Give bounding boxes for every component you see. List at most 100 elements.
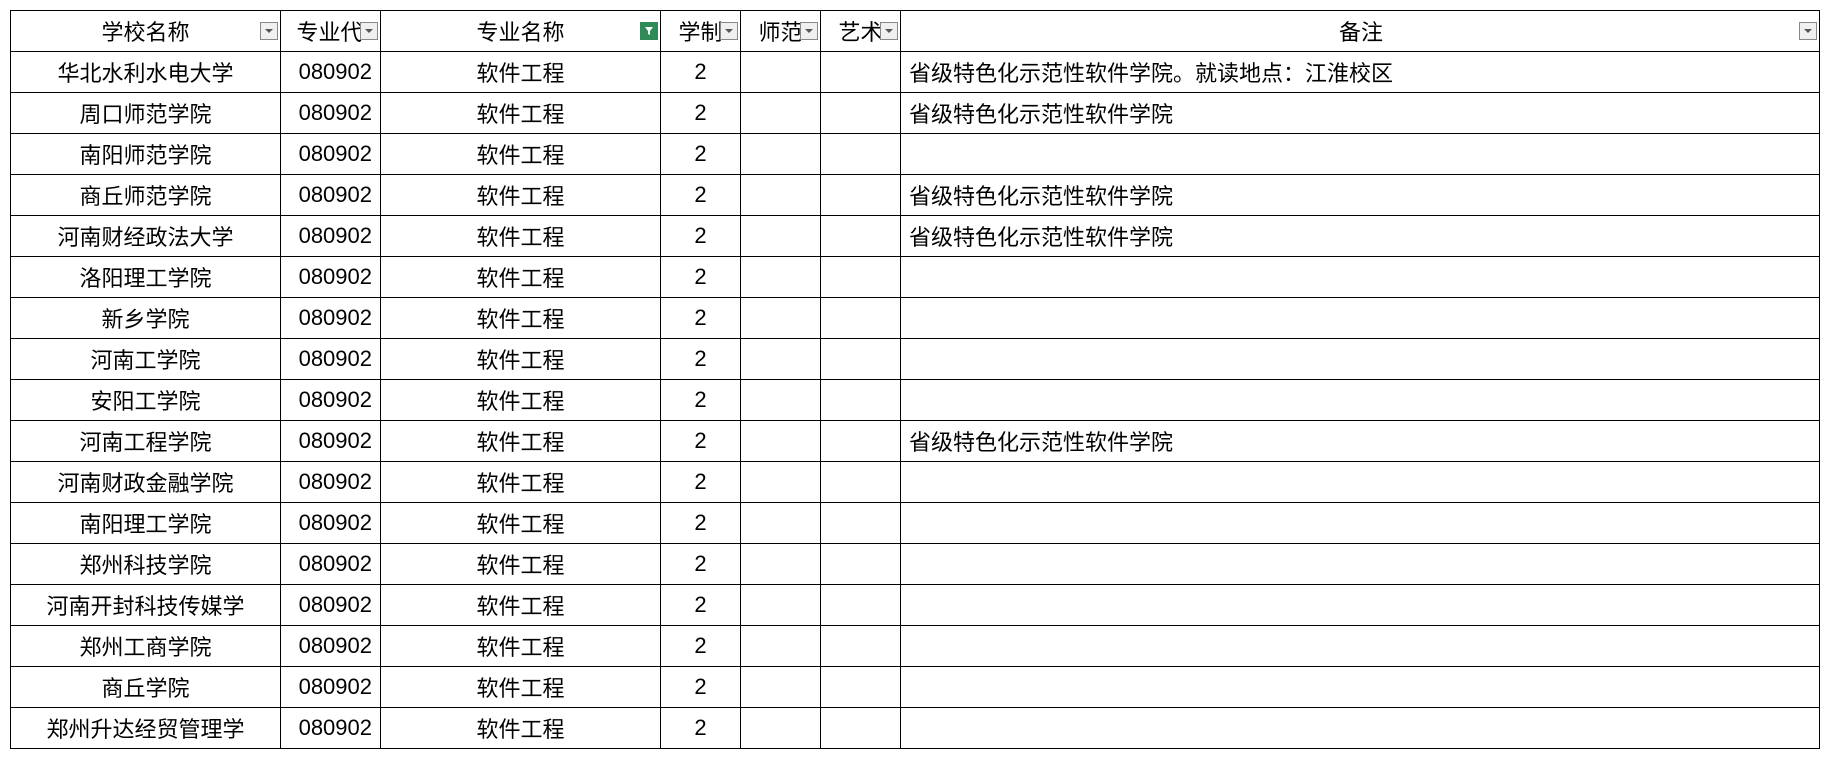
filter-dropdown-icon[interactable]: [800, 22, 818, 40]
cell-duration: 2: [661, 380, 741, 421]
table-row: 商丘师范学院080902软件工程2省级特色化示范性软件学院: [11, 175, 1820, 216]
cell-duration: 2: [661, 175, 741, 216]
cell-major: 软件工程: [381, 134, 661, 175]
filter-dropdown-icon[interactable]: [260, 22, 278, 40]
cell-code: 080902: [281, 462, 381, 503]
column-header-label: 师范: [758, 15, 802, 47]
cell-art: [821, 708, 901, 749]
cell-remark: [901, 585, 1820, 626]
filter-dropdown-icon[interactable]: [640, 22, 658, 40]
cell-major: 软件工程: [381, 298, 661, 339]
cell-code: 080902: [281, 380, 381, 421]
table-row: 南阳师范学院080902软件工程2: [11, 134, 1820, 175]
cell-code: 080902: [281, 134, 381, 175]
filter-dropdown-icon[interactable]: [720, 22, 738, 40]
cell-code: 080902: [281, 298, 381, 339]
cell-art: [821, 175, 901, 216]
cell-code: 080902: [281, 667, 381, 708]
cell-major: 软件工程: [381, 462, 661, 503]
cell-remark: 省级特色化示范性软件学院: [901, 93, 1820, 134]
column-header-major: 专业名称: [381, 11, 661, 52]
cell-school: 华北水利水电大学: [11, 52, 281, 93]
cell-major: 软件工程: [381, 216, 661, 257]
cell-school: 南阳理工学院: [11, 503, 281, 544]
cell-major: 软件工程: [381, 585, 661, 626]
cell-normal: [741, 93, 821, 134]
cell-remark: 省级特色化示范性软件学院。就读地点：江淮校区: [901, 52, 1820, 93]
cell-art: [821, 667, 901, 708]
table-row: 新乡学院080902软件工程2: [11, 298, 1820, 339]
cell-major: 软件工程: [381, 708, 661, 749]
cell-school: 洛阳理工学院: [11, 257, 281, 298]
cell-code: 080902: [281, 93, 381, 134]
cell-duration: 2: [661, 544, 741, 585]
filter-dropdown-icon[interactable]: [880, 22, 898, 40]
cell-school: 郑州工商学院: [11, 626, 281, 667]
cell-major: 软件工程: [381, 93, 661, 134]
cell-code: 080902: [281, 503, 381, 544]
cell-duration: 2: [661, 708, 741, 749]
cell-art: [821, 380, 901, 421]
cell-major: 软件工程: [381, 421, 661, 462]
cell-art: [821, 52, 901, 93]
cell-duration: 2: [661, 257, 741, 298]
cell-normal: [741, 626, 821, 667]
cell-art: [821, 585, 901, 626]
cell-normal: [741, 298, 821, 339]
table-row: 周口师范学院080902软件工程2省级特色化示范性软件学院: [11, 93, 1820, 134]
cell-duration: 2: [661, 93, 741, 134]
cell-art: [821, 462, 901, 503]
cell-remark: [901, 134, 1820, 175]
cell-school: 河南财政金融学院: [11, 462, 281, 503]
cell-major: 软件工程: [381, 380, 661, 421]
cell-art: [821, 257, 901, 298]
cell-duration: 2: [661, 585, 741, 626]
cell-code: 080902: [281, 708, 381, 749]
cell-remark: [901, 380, 1820, 421]
cell-school: 商丘学院: [11, 667, 281, 708]
cell-code: 080902: [281, 52, 381, 93]
cell-remark: [901, 667, 1820, 708]
cell-remark: [901, 462, 1820, 503]
cell-duration: 2: [661, 216, 741, 257]
data-table: 学校名称专业代专业名称学制师范艺术备注 华北水利水电大学080902软件工程2省…: [10, 10, 1820, 749]
cell-art: [821, 544, 901, 585]
column-header-label: 专业代: [296, 15, 362, 47]
cell-art: [821, 298, 901, 339]
cell-art: [821, 339, 901, 380]
column-header-label: 备注: [1339, 15, 1383, 47]
cell-code: 080902: [281, 585, 381, 626]
cell-code: 080902: [281, 175, 381, 216]
column-header-code: 专业代: [281, 11, 381, 52]
table-row: 郑州工商学院080902软件工程2: [11, 626, 1820, 667]
cell-school: 商丘师范学院: [11, 175, 281, 216]
cell-remark: 省级特色化示范性软件学院: [901, 216, 1820, 257]
filter-dropdown-icon[interactable]: [1799, 22, 1817, 40]
cell-normal: [741, 544, 821, 585]
cell-code: 080902: [281, 339, 381, 380]
table-row: 河南财经政法大学080902软件工程2省级特色化示范性软件学院: [11, 216, 1820, 257]
filter-dropdown-icon[interactable]: [360, 22, 378, 40]
cell-major: 软件工程: [381, 257, 661, 298]
column-header-label: 学制: [678, 15, 722, 47]
cell-remark: [901, 626, 1820, 667]
cell-art: [821, 421, 901, 462]
header-row: 学校名称 专业代专业名称学制 师范 艺术 备注: [11, 11, 1820, 52]
cell-school: 河南工程学院: [11, 421, 281, 462]
table-header: 学校名称 专业代专业名称学制 师范 艺术 备注: [11, 11, 1820, 52]
column-header-label: 艺术: [838, 15, 882, 47]
cell-normal: [741, 667, 821, 708]
cell-normal: [741, 339, 821, 380]
table-row: 华北水利水电大学080902软件工程2省级特色化示范性软件学院。就读地点：江淮校…: [11, 52, 1820, 93]
cell-code: 080902: [281, 421, 381, 462]
cell-major: 软件工程: [381, 667, 661, 708]
column-header-label: 学校名称: [101, 15, 189, 47]
table-row: 河南工程学院080902软件工程2省级特色化示范性软件学院: [11, 421, 1820, 462]
cell-major: 软件工程: [381, 339, 661, 380]
cell-normal: [741, 216, 821, 257]
cell-major: 软件工程: [381, 52, 661, 93]
cell-school: 南阳师范学院: [11, 134, 281, 175]
cell-school: 河南开封科技传媒学: [11, 585, 281, 626]
cell-code: 080902: [281, 216, 381, 257]
table-row: 郑州升达经贸管理学080902软件工程2: [11, 708, 1820, 749]
